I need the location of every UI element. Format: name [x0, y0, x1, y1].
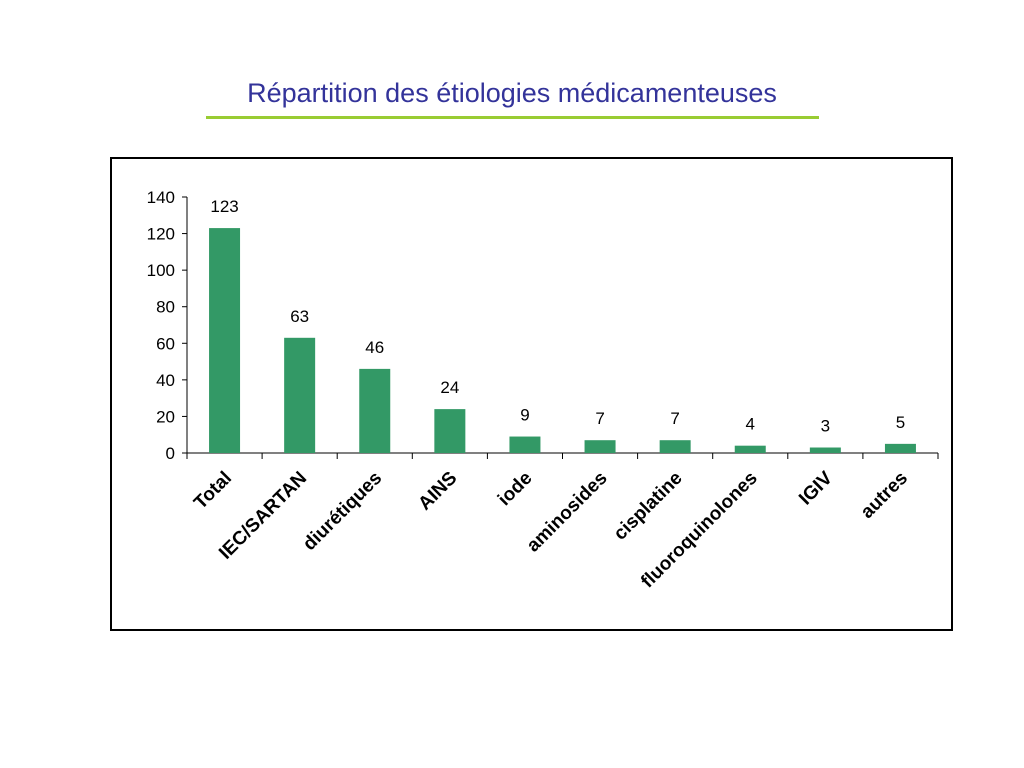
category-label: AINS [414, 468, 461, 515]
category-label: aminosides [523, 468, 612, 557]
bar [809, 447, 841, 453]
chart-frame [110, 157, 953, 631]
data-label: 123 [210, 197, 238, 216]
y-tick-label: 20 [156, 407, 175, 426]
data-label: 7 [595, 409, 604, 428]
data-label: 7 [670, 409, 679, 428]
data-label: 63 [290, 307, 309, 326]
category-label: diurétiques [299, 468, 386, 555]
y-tick-label: 60 [156, 334, 175, 353]
title-underline [206, 116, 819, 119]
y-tick-label: 80 [156, 298, 175, 317]
bar [584, 440, 616, 453]
data-label: 46 [365, 338, 384, 357]
bar [884, 443, 916, 453]
data-label: 3 [821, 417, 830, 436]
bar [659, 440, 691, 453]
category-label: Total [190, 468, 236, 514]
bar [509, 436, 541, 453]
y-tick-label: 0 [166, 444, 175, 463]
category-label: autres [857, 468, 912, 523]
category-label: IGIV [795, 467, 837, 509]
bar [734, 445, 766, 453]
y-tick-label: 40 [156, 371, 175, 390]
data-label: 4 [746, 415, 755, 434]
y-tick-label: 140 [147, 188, 175, 207]
slide-title: Répartition des étiologies médicamenteus… [247, 78, 777, 108]
data-label: 9 [520, 406, 529, 425]
category-label: iode [494, 468, 536, 510]
y-tick-label: 100 [147, 261, 175, 280]
data-label: 5 [896, 413, 905, 432]
y-tick-label: 120 [147, 225, 175, 244]
bar [359, 368, 391, 453]
bar [209, 228, 241, 453]
bar [284, 337, 316, 453]
bar [434, 409, 466, 453]
category-label: cisplatine [610, 468, 687, 545]
data-label: 24 [440, 378, 459, 397]
